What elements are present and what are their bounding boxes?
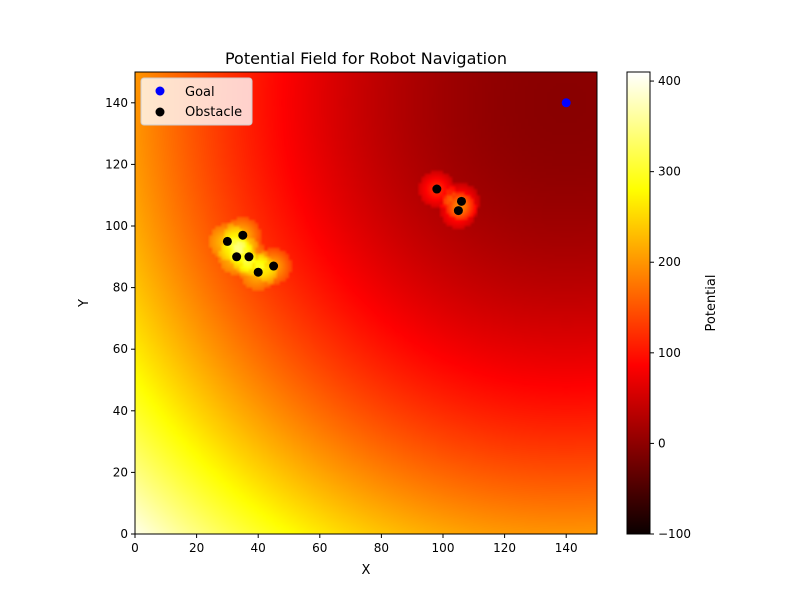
x-tick-label: 80 — [374, 541, 389, 555]
legend-box — [140, 77, 253, 126]
x-tick-label: 100 — [432, 541, 455, 555]
colorbar: −100 0 100 200 300 400 Potential — [626, 71, 719, 541]
x-tick-label: 140 — [555, 541, 578, 555]
y-axis-label: Y — [77, 299, 92, 308]
potential-heatmap — [135, 72, 597, 534]
x-axis-label: X — [362, 563, 371, 578]
x-tick-label: 0 — [131, 541, 139, 555]
legend-goal-label: Goal — [185, 85, 215, 100]
colorbar-tick-label: 0 — [658, 436, 666, 450]
obstacle-point — [222, 236, 232, 246]
y-tick-label: 40 — [113, 404, 128, 418]
markers-layer — [222, 98, 571, 277]
colorbar-tick-label: 300 — [658, 165, 681, 179]
colorbar-gradient — [626, 71, 651, 535]
colorbar-ticks: −100 0 100 200 300 400 — [650, 74, 691, 541]
obstacle-point — [456, 196, 466, 206]
y-tick-label: 80 — [113, 281, 128, 295]
obstacle-point — [453, 206, 463, 216]
colorbar-label: Potential — [704, 275, 719, 332]
obstacle-point — [269, 261, 279, 271]
x-tick-label: 20 — [189, 541, 204, 555]
y-tick-label: 0 — [120, 527, 128, 541]
x-axis-ticks: 0 20 40 60 80 100 120 140 — [131, 534, 578, 555]
obstacle-point — [253, 267, 263, 277]
obstacle-point — [432, 184, 442, 194]
y-tick-label: 140 — [105, 96, 128, 110]
plot-frame — [134, 71, 598, 535]
y-tick-label: 60 — [113, 342, 128, 356]
obstacle-point — [232, 252, 242, 262]
legend-obstacle-marker — [155, 107, 165, 117]
x-tick-label: 60 — [312, 541, 327, 555]
x-tick-label: 120 — [493, 541, 516, 555]
y-tick-label: 20 — [113, 465, 128, 479]
x-tick-label: 40 — [251, 541, 266, 555]
y-tick-label: 120 — [105, 157, 128, 171]
chart-title: Potential Field for Robot Navigation — [225, 49, 507, 68]
legend-obstacle-label: Obstacle — [185, 105, 242, 120]
colorbar-tick-label: 100 — [658, 346, 681, 360]
colorbar-tick-label: −100 — [658, 527, 691, 541]
obstacle-point — [238, 230, 248, 240]
legend: Goal Obstacle — [140, 77, 253, 126]
colorbar-tick-label: 200 — [658, 255, 681, 269]
y-tick-label: 100 — [105, 219, 128, 233]
plot-area — [134, 71, 598, 535]
goal-point — [561, 98, 571, 108]
colorbar-tick-label: 400 — [658, 74, 681, 88]
legend-goal-marker — [155, 86, 165, 96]
y-axis-ticks: 0 20 40 60 80 100 120 140 — [105, 96, 135, 541]
obstacle-point — [244, 252, 254, 262]
